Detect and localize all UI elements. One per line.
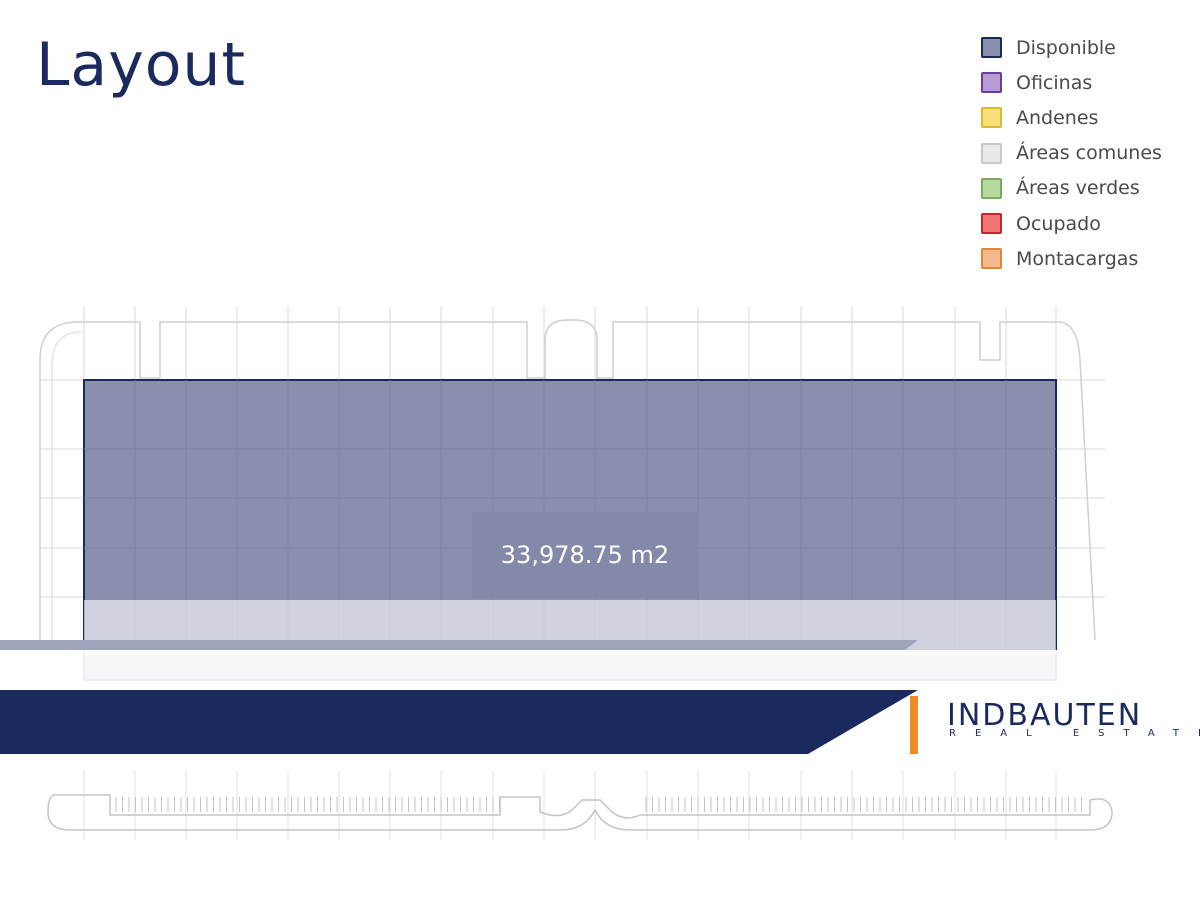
bottom-yard-parking-ticks	[115, 797, 1082, 812]
disponible-swatch	[981, 37, 1002, 59]
montacargas-swatch	[981, 248, 1002, 270]
areas-comunes-swatch	[981, 142, 1002, 164]
legend-item-oficinas: Oficinas	[981, 65, 1162, 100]
legend-label-areas-comunes: Áreas comunes	[1016, 142, 1162, 165]
oficinas-swatch	[981, 72, 1002, 94]
logo-name: INDBAUTEN	[947, 698, 1143, 733]
banner-navy-stripe	[0, 690, 918, 754]
legend-item-montacargas: Montacargas	[981, 241, 1162, 276]
legend-label-andenes: Andenes	[1016, 106, 1099, 129]
andenes-swatch	[981, 107, 1002, 129]
legend-label-oficinas: Oficinas	[1016, 71, 1093, 94]
legend-item-ocupado: Ocupado	[981, 206, 1162, 241]
legend-item-disponible: Disponible	[981, 30, 1162, 65]
legend-item-andenes: Andenes	[981, 100, 1162, 135]
site-outline	[39, 319, 1096, 641]
legend-item-areas-comunes: Áreas comunes	[981, 136, 1162, 171]
brand-banner	[0, 640, 1200, 754]
legend-item-areas-verdes: Áreas verdes	[981, 171, 1162, 206]
available-area-label: 33,978.75 m2	[472, 512, 698, 598]
banner-light-stripe	[0, 640, 918, 650]
legend: Disponible Oficinas Andenes Áreas comune…	[981, 30, 1162, 276]
logo-subtitle: REAL ESTATE	[949, 728, 1200, 739]
legend-label-areas-verdes: Áreas verdes	[1016, 177, 1140, 200]
ocupado-swatch	[981, 213, 1002, 235]
legend-label-ocupado: Ocupado	[1016, 212, 1101, 235]
areas-verdes-swatch	[981, 177, 1002, 199]
page-title: Layout	[36, 30, 246, 100]
banner-white-band	[0, 650, 1200, 690]
company-logo: INDBAUTEN REAL ESTATE	[905, 690, 1200, 760]
legend-label-montacargas: Montacargas	[1016, 247, 1139, 270]
logo-accent-bar	[910, 696, 918, 754]
bottom-yard-plan	[47, 794, 1113, 831]
legend-label-disponible: Disponible	[1016, 36, 1116, 59]
